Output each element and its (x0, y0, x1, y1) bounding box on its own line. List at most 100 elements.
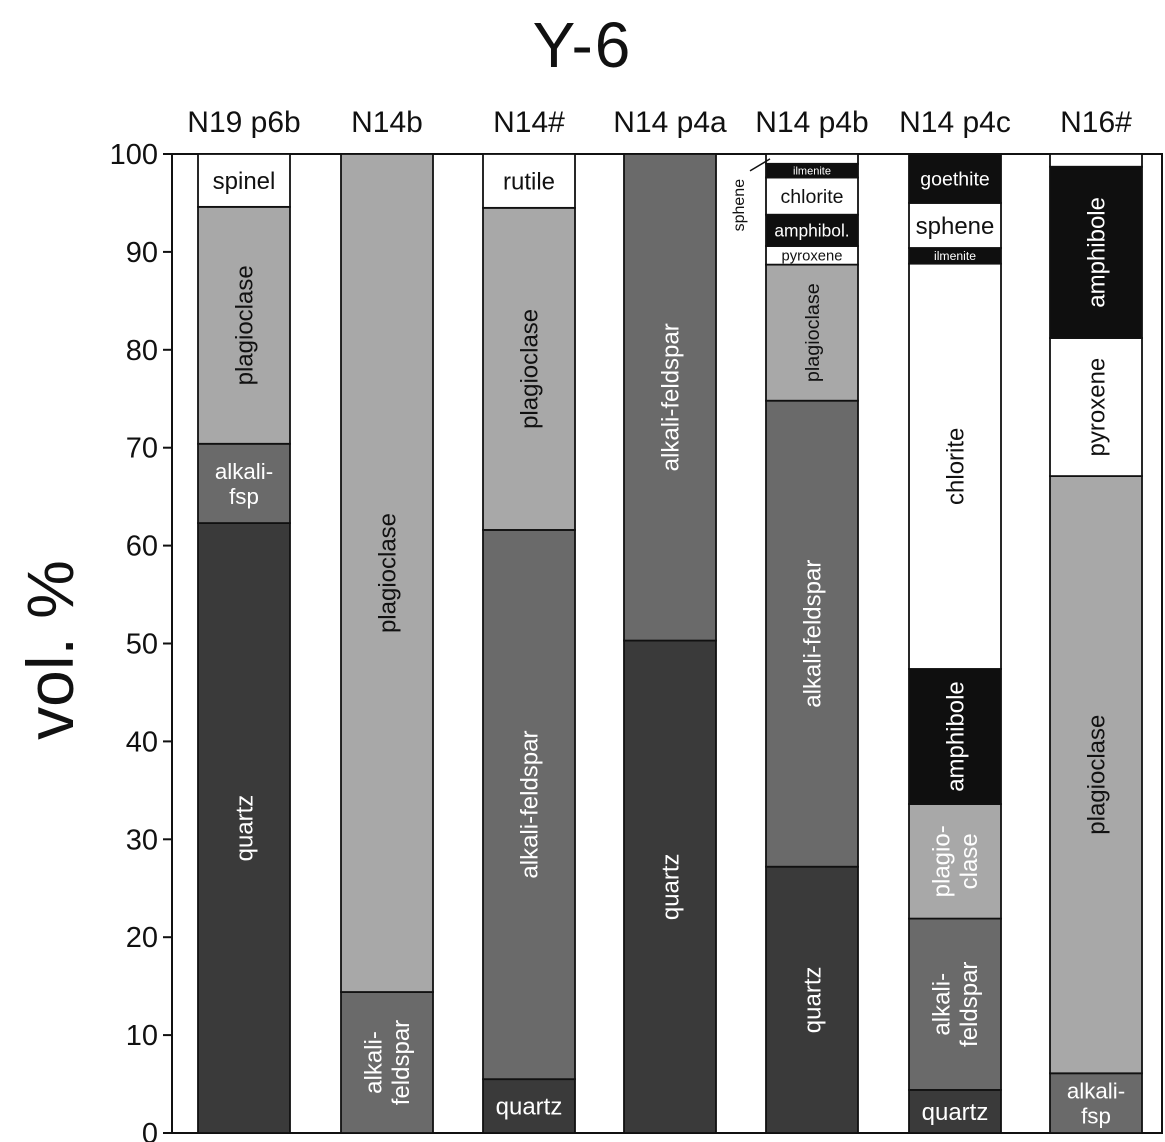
category-label: N14 p4a (613, 106, 727, 139)
segment-label-line: plagioclase (374, 513, 401, 633)
segment-label-line: fsp (1081, 1104, 1111, 1129)
segment-label-line: alkali-feldspar (799, 560, 826, 708)
segment-label-line: quartz (799, 967, 826, 1034)
bar-segment-rutile (482, 153, 576, 209)
category-label: N19 p6b (187, 106, 300, 139)
bar-segment-plagioclase (765, 263, 859, 402)
segment-label-line: amphibole (1083, 197, 1110, 308)
segment-label: plagio-clase (929, 825, 984, 897)
segment-label: alkali-feldspar (799, 560, 826, 708)
segment-label-line: rutile (503, 169, 555, 196)
segment-label-line: amphibole (942, 681, 969, 792)
segment-label: chlorite (942, 428, 969, 505)
segment-label: amphibol. (774, 221, 849, 241)
segment-label-line: clase (956, 833, 983, 889)
segment-label: rutile (503, 169, 555, 196)
bar-segment-chlorite (765, 176, 859, 216)
segment-label-line: amphibol. (774, 221, 849, 241)
category-label: N14 p4b (755, 106, 868, 139)
segment-label: goethite (920, 169, 990, 191)
segment-label: alkali-feldspar (929, 962, 984, 1047)
segment-label-line: goethite (920, 169, 990, 191)
segment-label-line: feldspar (388, 1020, 415, 1105)
segment-label: plagioclase (1083, 715, 1110, 835)
bar-segment-alkali-feldspar (908, 917, 1002, 1091)
category-label: N14b (351, 106, 423, 139)
bar-segment-quartz (482, 1078, 576, 1134)
bar-segment-spinel (197, 153, 291, 208)
segment-label-line: chlorite (942, 428, 969, 505)
segment-label-line: alkali- (215, 459, 273, 484)
bar-segment-amphibole (1049, 165, 1143, 339)
segment-label: plagioclase (374, 513, 401, 633)
segment-label-line: fsp (229, 484, 259, 509)
y-tick-label: 70 (126, 433, 158, 465)
y-tick-label: 20 (126, 922, 158, 954)
segment-label: quartz (231, 795, 258, 862)
segment-label-line: plagioclase (516, 309, 543, 429)
segment-label-line: quartz (657, 853, 684, 920)
y-tick-label: 80 (126, 335, 158, 367)
segment-label: amphibole (1083, 197, 1110, 308)
segment-label: spinel (213, 168, 276, 195)
segment-label-line: plagio- (929, 825, 956, 897)
bar-segment-alkali-feldspar (765, 399, 859, 868)
bar-segment-plagioclase (908, 803, 1002, 920)
y-tick-label: 100 (110, 139, 158, 171)
segment-label-line: alkali- (1067, 1079, 1125, 1104)
segment-label: plagioclase (516, 309, 543, 429)
bar-segment-amphibole (908, 668, 1002, 805)
segment-label-line: alkali-feldspar (516, 731, 543, 879)
y-tick-label: 0 (142, 1118, 158, 1142)
segment-label: ilmenite (793, 166, 831, 178)
bar-segment-alkali-feldspar (482, 529, 576, 1081)
segment-label-line: plagioclase (1083, 715, 1110, 835)
segment-label-line: feldspar (956, 962, 983, 1047)
y-tick-label: 10 (126, 1020, 158, 1052)
segment-label: alkali-fsp (1067, 1079, 1125, 1129)
segment-label-line: alkali- (929, 973, 956, 1036)
category-label: N14# (493, 106, 565, 139)
segment-label: plagioclase (802, 283, 824, 382)
segment-label-line: ilmenite (934, 249, 976, 263)
segment-label: pyroxene (782, 249, 843, 265)
chart-title: Y-6 (532, 9, 633, 81)
y-tick-label: 40 (126, 726, 158, 758)
segment-label-line: quartz (496, 1094, 563, 1121)
bar-segment-alkali-feldspar (197, 442, 291, 524)
segment-label: sphene (916, 213, 995, 240)
bar-segment-alkali-feldspar (1049, 1072, 1143, 1134)
bar-segment-alkali-feldspar (623, 153, 717, 642)
callout-leader (749, 158, 771, 172)
bar-segment-amphibole (765, 213, 859, 247)
segment-label-line: alkali-feldspar (657, 323, 684, 471)
segment-label-line: quartz (231, 795, 258, 862)
segment-label-line: sphene (916, 213, 995, 240)
segment-label-line: plagioclase (802, 283, 824, 382)
bar-segment-plagioclase (197, 205, 291, 445)
segment-label: alkali-feldspar (361, 1020, 416, 1105)
bar-segment-plagioclase (340, 153, 434, 993)
segment-label: quartz (922, 1099, 989, 1126)
bar-segment-plagioclase (482, 206, 576, 531)
segment-label: quartz (799, 967, 826, 1034)
category-label: N16# (1060, 106, 1132, 139)
segment-label: alkali-fsp (215, 459, 273, 509)
segment-label: amphibole (942, 681, 969, 792)
bar-segment-quartz (765, 865, 859, 1134)
bar-segment-alkali-feldspar (340, 991, 434, 1134)
segment-label-line: plagioclase (231, 265, 258, 385)
segment-label-line: spinel (213, 168, 276, 195)
segment-label-line: quartz (922, 1099, 989, 1126)
segment-label-line: pyroxene (1083, 358, 1110, 457)
bar-segment-unlabeled (1049, 153, 1143, 168)
bar-segment-pyroxene (1049, 337, 1143, 477)
segment-label: alkali-feldspar (657, 323, 684, 471)
y-tick-label: 50 (126, 629, 158, 661)
bar-segment-goethite (908, 153, 1002, 204)
bar-segment-quartz (623, 639, 717, 1134)
bar-segment-sphene (908, 202, 1002, 249)
segment-label: quartz (657, 853, 684, 920)
